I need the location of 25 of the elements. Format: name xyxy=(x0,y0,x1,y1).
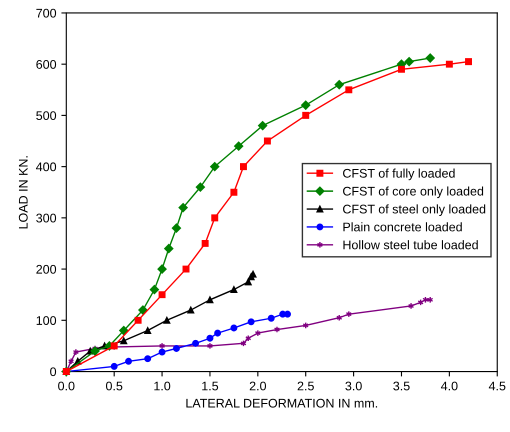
y-tick-label: 600 xyxy=(36,60,56,69)
x-tick-label: 2.5 xyxy=(298,382,314,390)
x-tick-label: 0.0 xyxy=(58,382,74,390)
x-tick-label: 2.0 xyxy=(250,382,266,390)
legend-label: Hollow steel tube loaded xyxy=(343,240,478,250)
y-tick-label: 0 xyxy=(50,367,56,376)
x-tick-label: 3.5 xyxy=(393,382,410,390)
x-tick-label: 0.5 xyxy=(106,382,122,390)
y-tick-label: 300 xyxy=(36,214,56,223)
legend-label: CFST of steel only loaded xyxy=(343,204,486,216)
x-axis-title: LATERAL DEFORMATION IN mm. xyxy=(186,398,378,408)
y-tick-label: 700 xyxy=(36,8,56,18)
x-tick-label: 3.0 xyxy=(345,382,362,390)
legend-label: CFST of core only loaded xyxy=(343,186,484,198)
y-tick-label: 500 xyxy=(36,111,56,120)
y-tick-label: 200 xyxy=(36,264,56,274)
y-tick-label: 400 xyxy=(36,162,56,172)
x-tick-label: 4.0 xyxy=(440,382,458,390)
x-tick-label: 4.5 xyxy=(488,382,506,390)
legend-label: CFST of fully loaded xyxy=(343,168,455,180)
y-tick-label: 100 xyxy=(36,316,56,325)
y-axis-title: LOAD IN KN. xyxy=(18,156,28,228)
x-tick-label: 1.5 xyxy=(202,382,218,390)
legend-label: Plain concrete loaded xyxy=(343,222,462,232)
x-tick-label: 1.0 xyxy=(154,382,170,390)
